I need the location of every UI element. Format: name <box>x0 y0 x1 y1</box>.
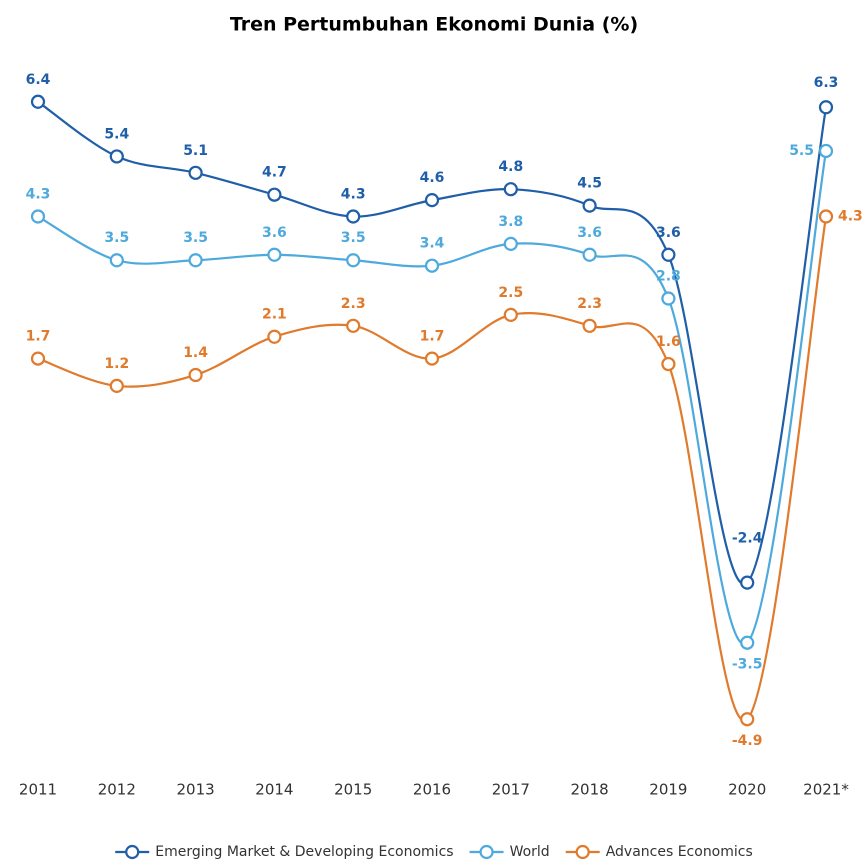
data-label: 6.4 <box>26 72 51 88</box>
data-point <box>346 253 361 268</box>
legend-marker <box>575 844 590 860</box>
data-label: 1.7 <box>26 329 51 345</box>
data-label: 1.7 <box>420 329 445 345</box>
data-label: 3.5 <box>341 230 366 246</box>
data-point <box>582 318 597 333</box>
data-label: 3.4 <box>420 236 445 252</box>
data-point <box>424 351 440 366</box>
data-point <box>818 100 834 115</box>
data-point <box>267 187 282 202</box>
data-label: 4.6 <box>420 170 445 186</box>
data-point <box>503 236 518 251</box>
data-label: 3.6 <box>577 225 602 241</box>
data-point <box>740 575 755 590</box>
data-label: 4.7 <box>262 165 287 181</box>
x-tick-label: 2016 <box>413 781 451 799</box>
legend-label: Advances Economics <box>606 844 753 860</box>
data-label: 3.5 <box>104 230 129 246</box>
legend-item: Advances Economics <box>565 844 753 860</box>
x-tick-label: 2015 <box>334 781 372 799</box>
data-point <box>818 143 834 159</box>
data-point <box>109 149 124 164</box>
x-tick-label: 2019 <box>649 781 687 799</box>
legend-marker <box>125 844 140 860</box>
data-label: -4.9 <box>732 733 763 749</box>
data-point <box>503 307 518 322</box>
data-point <box>424 258 440 273</box>
data-label: 1.6 <box>656 334 681 350</box>
data-point <box>661 291 676 306</box>
data-point <box>661 356 676 372</box>
legend-marker <box>479 844 494 860</box>
data-label: 3.6 <box>656 225 681 241</box>
x-tick-label: 2021* <box>803 781 849 799</box>
data-point <box>30 94 46 109</box>
data-point <box>424 193 440 208</box>
data-point <box>661 247 676 262</box>
data-point <box>503 182 518 197</box>
data-label: 4.8 <box>498 159 523 175</box>
data-label: 2.3 <box>577 296 602 312</box>
data-label: 2.5 <box>498 285 523 301</box>
legend-label: Emerging Market & Developing Economics <box>155 844 453 860</box>
data-label: 5.4 <box>104 126 129 142</box>
x-tick-label: 2020 <box>728 781 766 799</box>
plot-area: 2011 2012 2013 2014 2015 2016 2017 2018 2019 2020… <box>19 72 863 799</box>
legend-item: World <box>469 844 550 860</box>
data-point <box>188 367 203 383</box>
data-point <box>582 247 597 262</box>
data-point <box>30 209 46 224</box>
data-label: 3.8 <box>498 214 523 230</box>
legend: Emerging Market & Developing Economics Wo… <box>115 844 753 860</box>
data-point <box>267 247 282 262</box>
data-label: -2.4 <box>732 531 763 547</box>
data-point <box>109 253 124 268</box>
legend-item: Emerging Market & Developing Economics <box>115 844 454 860</box>
data-label: -3.5 <box>732 657 763 673</box>
data-point <box>188 253 203 268</box>
x-tick-label: 2018 <box>571 781 609 799</box>
data-label: 3.6 <box>262 225 287 241</box>
data-point <box>346 209 361 224</box>
data-point <box>740 712 755 727</box>
data-label: 4.3 <box>838 209 863 225</box>
data-label: 5.5 <box>789 143 814 159</box>
legend-label: World <box>510 844 550 860</box>
data-label: 4.5 <box>577 176 602 192</box>
chart-title: Tren Pertumbuhan Ekonomi Dunia (%) <box>230 14 638 36</box>
data-label: 4.3 <box>26 187 51 203</box>
data-point <box>818 209 834 224</box>
data-point <box>188 165 203 180</box>
data-point <box>582 198 597 213</box>
data-label: 3.5 <box>183 230 208 246</box>
data-label: 1.2 <box>104 356 129 372</box>
data-label: 2.8 <box>656 268 681 284</box>
data-label: 2.3 <box>341 296 366 312</box>
data-label: 4.3 <box>341 187 366 203</box>
data-point <box>346 318 361 333</box>
data-point <box>267 329 282 344</box>
data-label: 1.4 <box>183 345 208 361</box>
data-point <box>740 635 755 650</box>
data-point <box>30 351 46 366</box>
series-line <box>37 216 828 722</box>
x-tick-label: 2017 <box>492 781 530 799</box>
x-tick-label: 2013 <box>177 781 215 799</box>
data-label: 2.1 <box>262 307 287 323</box>
data-label: 6.3 <box>814 75 839 91</box>
data-label: 5.1 <box>183 143 208 159</box>
x-tick-label: 2014 <box>255 781 293 799</box>
x-tick-label: 2012 <box>98 781 136 799</box>
x-tick-label: 2011 <box>19 781 57 799</box>
data-point <box>109 378 124 394</box>
